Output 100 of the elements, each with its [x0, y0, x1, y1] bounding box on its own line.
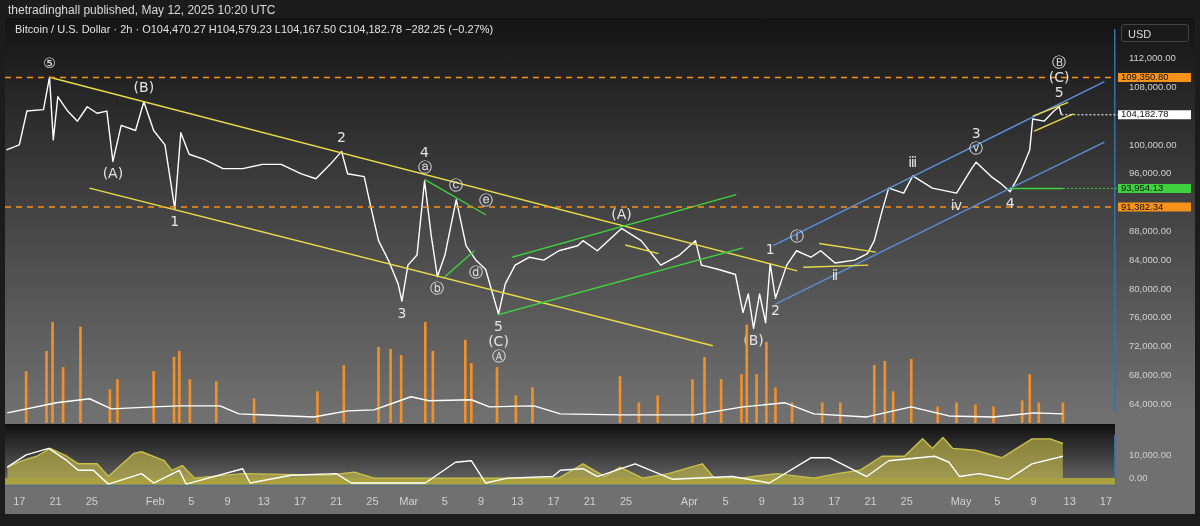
annotation: 5: [494, 317, 503, 334]
bar: [820, 402, 824, 423]
y-tick-label: 10,000.00: [1129, 449, 1172, 461]
x-tick-label: 21: [49, 495, 62, 508]
bar: [316, 391, 319, 423]
annotation: Ⓐ: [491, 347, 506, 364]
bar: [342, 365, 346, 423]
annotation: ⓑ: [430, 280, 445, 297]
annotation: 93,954.13: [1121, 182, 1164, 194]
x-tick-label: Apr: [680, 495, 699, 508]
y-axis-title: USD: [1121, 24, 1189, 42]
annotation: ⓓ: [468, 263, 483, 280]
x-tick-label: 5: [722, 495, 729, 508]
bar: [1020, 400, 1024, 423]
x-tick-label: 9: [758, 495, 765, 508]
x-tick-label: 21: [583, 495, 596, 508]
chart-title: Bitcoin / U.S. Dollar · 2h · O104,470.27 H104,579.23 L104,167.50 C104,182.78 −282.25 (−0.27%): [15, 23, 494, 35]
bar: [423, 322, 427, 423]
x-tick-label: 9: [224, 495, 231, 508]
annotation: Ⓑ: [1052, 54, 1067, 71]
x-tick-label: 17: [293, 495, 307, 508]
x-tick-label: 21: [864, 495, 877, 508]
y-tick-label: 88,000.00: [1129, 224, 1172, 236]
bar: [79, 326, 82, 423]
annotation: (B): [133, 79, 155, 96]
y-tick-label: 108,000.00: [1129, 80, 1177, 92]
y-tick-label: 72,000.00: [1129, 340, 1172, 352]
annotation: (A): [102, 165, 124, 182]
bar: [872, 365, 876, 423]
x-tick-label: 25: [619, 495, 633, 508]
annotation: 1: [765, 241, 775, 258]
x-tick-label: 25: [85, 495, 98, 508]
bar: [765, 341, 768, 423]
bar: [774, 387, 777, 423]
y-tick-label: 84,000.00: [1129, 253, 1172, 265]
annotation: ⅲ: [908, 153, 918, 170]
x-tick-label: Feb: [145, 495, 165, 508]
y-tick-label: 80,000.00: [1129, 282, 1172, 294]
chart-subtitle: thetradinghall published, May 12, 2025 10:20 UTC: [8, 3, 276, 17]
bar: [389, 348, 392, 423]
annotation: (A): [611, 206, 632, 223]
x-tick-label: 9: [478, 495, 485, 508]
bar: [470, 363, 473, 423]
bar: [839, 402, 842, 423]
x-tick-label: 9: [1030, 495, 1037, 508]
y-tick-label: 0.00: [1129, 471, 1148, 483]
x-tick-label: 13: [791, 495, 805, 508]
bar: [755, 374, 758, 423]
annotation: 3: [397, 304, 407, 321]
bar: [740, 374, 743, 423]
bar: [1037, 402, 1041, 423]
x-tick-label: 21: [330, 495, 343, 508]
bar: [936, 406, 939, 423]
ref-line-label: 109,350.80: [1121, 71, 1169, 83]
y-tick-label: 96,000.00: [1129, 167, 1172, 179]
x-tick-label: 17: [828, 495, 841, 508]
annotation: ⅳ: [950, 196, 963, 213]
x-tick-label: 17: [1099, 495, 1113, 508]
annotation: 104,182.78: [1121, 108, 1169, 120]
bar: [909, 359, 913, 423]
x-tick-label: 13: [1063, 495, 1076, 508]
bar: [51, 322, 54, 423]
annotation: ⓐ: [417, 158, 432, 175]
annotation: 3: [971, 124, 981, 141]
annotation: (C): [488, 332, 509, 349]
bar: [531, 387, 534, 423]
bar: [703, 357, 706, 423]
bar: [1028, 374, 1032, 423]
x-tick-label: 17: [13, 495, 26, 508]
x-tick-label: May: [950, 495, 972, 508]
annotation: ⓥ: [969, 139, 984, 156]
x-tick-label: 5: [441, 495, 448, 508]
x-tick-label: 25: [366, 495, 379, 508]
x-tick-label: 17: [547, 495, 560, 508]
annotation: ⑤: [43, 54, 56, 71]
y-tick-label: 68,000.00: [1129, 368, 1172, 380]
y-tick-label: 112,000.00: [1129, 52, 1176, 64]
x-tick-label: 5: [994, 495, 1001, 508]
annotation: 2: [770, 301, 780, 318]
ref-line-label: 91,382.34: [1121, 200, 1164, 212]
bar: [656, 395, 660, 423]
y-tick-label: 64,000.00: [1129, 397, 1172, 409]
x-tick-label: 25: [900, 495, 913, 508]
annotation: 1: [170, 212, 180, 229]
x-tick-label: Mar: [399, 495, 419, 508]
bar: [116, 379, 119, 423]
annotation: ⅱ: [831, 266, 839, 283]
bar: [45, 350, 48, 423]
bar: [955, 402, 958, 423]
x-tick-label: 13: [257, 495, 270, 508]
annotation: 5: [1054, 84, 1064, 101]
bar: [974, 404, 977, 423]
x-tick-label: 5: [188, 495, 195, 508]
bar: [691, 379, 694, 423]
bar: [152, 371, 155, 423]
x-tick-label: 13: [511, 495, 524, 508]
bar: [214, 381, 218, 423]
y-tick-label: 76,000.00: [1129, 311, 1172, 323]
annotation: 4: [420, 143, 430, 160]
bar: [377, 346, 380, 423]
